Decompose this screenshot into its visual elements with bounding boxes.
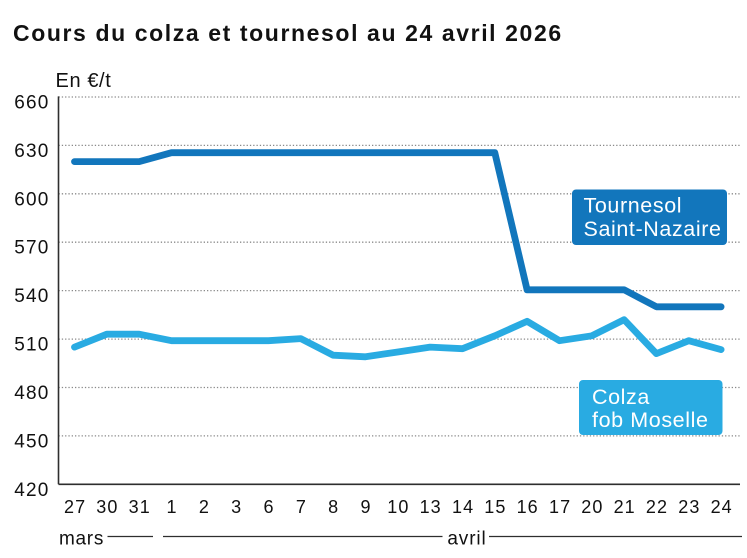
svg-text:30: 30	[96, 497, 118, 517]
svg-text:16: 16	[517, 497, 539, 517]
svg-text:27: 27	[64, 497, 86, 517]
svg-text:17: 17	[549, 497, 571, 517]
svg-text:23: 23	[678, 497, 700, 517]
svg-text:10: 10	[387, 497, 409, 517]
svg-text:2: 2	[199, 497, 210, 517]
svg-text:fob Moselle: fob Moselle	[592, 408, 709, 432]
svg-text:En €/t: En €/t	[56, 70, 112, 92]
svg-text:540: 540	[14, 286, 49, 307]
svg-text:Saint-Nazaire: Saint-Nazaire	[584, 217, 722, 241]
svg-text:570: 570	[14, 238, 49, 259]
svg-text:8: 8	[328, 497, 339, 517]
svg-text:9: 9	[361, 497, 372, 517]
svg-text:Tournesol: Tournesol	[584, 194, 683, 218]
svg-text:mars: mars	[59, 529, 104, 550]
svg-text:24: 24	[711, 497, 733, 517]
svg-text:21: 21	[614, 497, 636, 517]
svg-text:15: 15	[484, 497, 506, 517]
svg-text:420: 420	[14, 480, 49, 501]
svg-text:20: 20	[581, 497, 603, 517]
svg-text:13: 13	[420, 497, 442, 517]
svg-text:600: 600	[14, 189, 49, 210]
svg-text:31: 31	[129, 497, 151, 517]
svg-text:660: 660	[14, 93, 49, 114]
svg-text:22: 22	[646, 497, 668, 517]
svg-text:avril: avril	[447, 529, 486, 550]
svg-text:630: 630	[14, 141, 49, 162]
svg-text:510: 510	[14, 335, 49, 356]
svg-text:1: 1	[167, 497, 178, 517]
svg-text:480: 480	[14, 383, 49, 404]
svg-text:7: 7	[296, 497, 307, 517]
svg-text:450: 450	[14, 431, 49, 452]
svg-text:14: 14	[452, 497, 474, 517]
svg-text:Colza: Colza	[592, 385, 650, 409]
svg-text:Cours du colza et tournesol au: Cours du colza et tournesol au 24 avril …	[13, 20, 563, 46]
svg-text:3: 3	[231, 497, 242, 517]
svg-text:6: 6	[264, 497, 275, 517]
